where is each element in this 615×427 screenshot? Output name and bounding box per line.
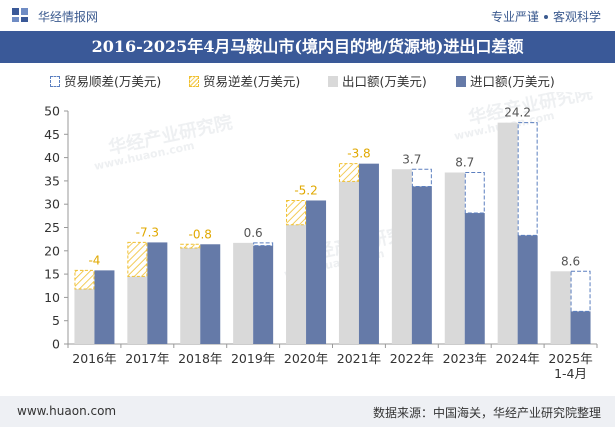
export-bar	[286, 224, 307, 344]
y-tick-label: 35	[44, 173, 60, 188]
import-bar	[570, 311, 591, 344]
y-tick-label: 50	[44, 104, 60, 119]
export-bar	[550, 271, 571, 344]
import-bar	[464, 213, 485, 344]
export-bar	[444, 172, 465, 344]
huajing-logo-icon	[12, 8, 28, 22]
x-tick-label: 2023年	[443, 351, 487, 366]
slogan-left: 专业严谨	[490, 10, 539, 24]
footer-bar: www.huaon.com 数据来源：中国海关，华经产业研究院整理	[0, 396, 615, 427]
balance-data-label: -5.2	[294, 183, 317, 197]
x-tick-label: 2024年	[495, 351, 539, 366]
x-tick-label: 2022年	[390, 351, 434, 366]
import-bar	[200, 244, 221, 344]
y-tick-label: 20	[44, 243, 60, 258]
balance-data-label: 24.2	[504, 106, 531, 120]
export-bar	[180, 248, 201, 344]
export-bar	[74, 289, 95, 344]
legend-label-export: 出口额(万美元)	[342, 74, 427, 89]
x-tick-label: 2018年	[178, 351, 222, 366]
x-tick-label: 2019年	[231, 351, 275, 366]
deficit-bar	[127, 241, 148, 277]
slogan-right: 客观科学	[552, 10, 601, 24]
legend-label-surplus: 贸易顺差(万美元)	[64, 74, 162, 89]
surplus-bar	[464, 172, 485, 214]
balance-data-label: -0.8	[189, 227, 212, 241]
balance-data-label: 0.6	[244, 226, 263, 240]
deficit-bar	[286, 199, 307, 226]
surplus-bar	[411, 168, 432, 187]
x-tick-label: 2017年	[125, 351, 169, 366]
logo-text: 华经情报网	[38, 10, 99, 24]
x-tick-label: 2016年	[72, 351, 116, 366]
chart-title: 2016-2025年4月马鞍山市(境内目的地/货源地)进出口差额	[91, 37, 524, 56]
export-bar	[391, 169, 412, 344]
x-tick-label: 1-4月	[554, 366, 587, 381]
y-tick-label: 0	[52, 337, 60, 352]
deficit-bar	[338, 163, 359, 182]
y-tick-label: 10	[44, 290, 60, 305]
deficit-bar	[74, 269, 95, 290]
import-bar	[358, 163, 379, 344]
import-bar	[94, 270, 115, 344]
export-bar	[338, 181, 359, 344]
balance-data-label: 8.6	[561, 254, 580, 268]
y-tick-label: 30	[44, 197, 60, 212]
import-bar	[517, 235, 538, 344]
balance-data-label: 3.7	[402, 152, 421, 166]
x-tick-label: 2020年	[284, 351, 328, 366]
import-bar	[253, 245, 274, 344]
x-tick-label: 2025年	[548, 351, 592, 366]
y-tick-label: 40	[44, 150, 60, 165]
surplus-bar	[253, 242, 274, 247]
slogan: 专业严谨 客观科学	[491, 8, 601, 25]
chart-plot: 华经产业研究院www.huaon.com华经产业研究院www.huaon.com…	[44, 92, 598, 381]
x-tick-label: 2021年	[337, 351, 381, 366]
header-bar: 华经情报网 专业严谨 客观科学	[0, 0, 615, 30]
dot-separator	[543, 14, 548, 19]
export-bar	[233, 242, 254, 344]
data-source: 数据来源：中国海关，华经产业研究院整理	[372, 406, 601, 420]
import-bar	[147, 242, 168, 344]
legend-swatch-export	[328, 76, 338, 87]
export-bar	[497, 122, 518, 345]
y-tick-label: 25	[44, 220, 60, 235]
legend-label-deficit: 贸易逆差(万美元)	[203, 74, 301, 89]
export-bar	[127, 276, 148, 344]
legend-swatch-import	[456, 76, 466, 87]
balance-data-label: 8.7	[455, 156, 474, 170]
balance-data-label: -4	[88, 253, 100, 267]
title-bar: 2016-2025年4月马鞍山市(境内目的地/货源地)进出口差额	[0, 31, 615, 63]
website-link[interactable]: www.huaon.com	[17, 404, 117, 418]
surplus-bar	[570, 270, 591, 312]
balance-data-label: -3.8	[347, 147, 370, 161]
import-bar	[306, 200, 327, 344]
y-tick-label: 15	[44, 267, 60, 282]
legend-label-import: 进口额(万美元)	[470, 74, 555, 89]
legend-swatch-surplus	[50, 76, 60, 87]
surplus-bar	[517, 122, 538, 236]
chart-legend: 贸易顺差(万美元) 贸易逆差(万美元) 出口额(万美元) 进口额(万美元)	[0, 73, 615, 91]
import-bar	[411, 186, 432, 344]
legend-swatch-deficit	[189, 76, 199, 87]
y-tick-label: 5	[52, 313, 60, 328]
y-tick-label: 45	[44, 127, 60, 142]
deficit-bar	[180, 243, 201, 249]
balance-data-label: -7.3	[136, 225, 159, 239]
